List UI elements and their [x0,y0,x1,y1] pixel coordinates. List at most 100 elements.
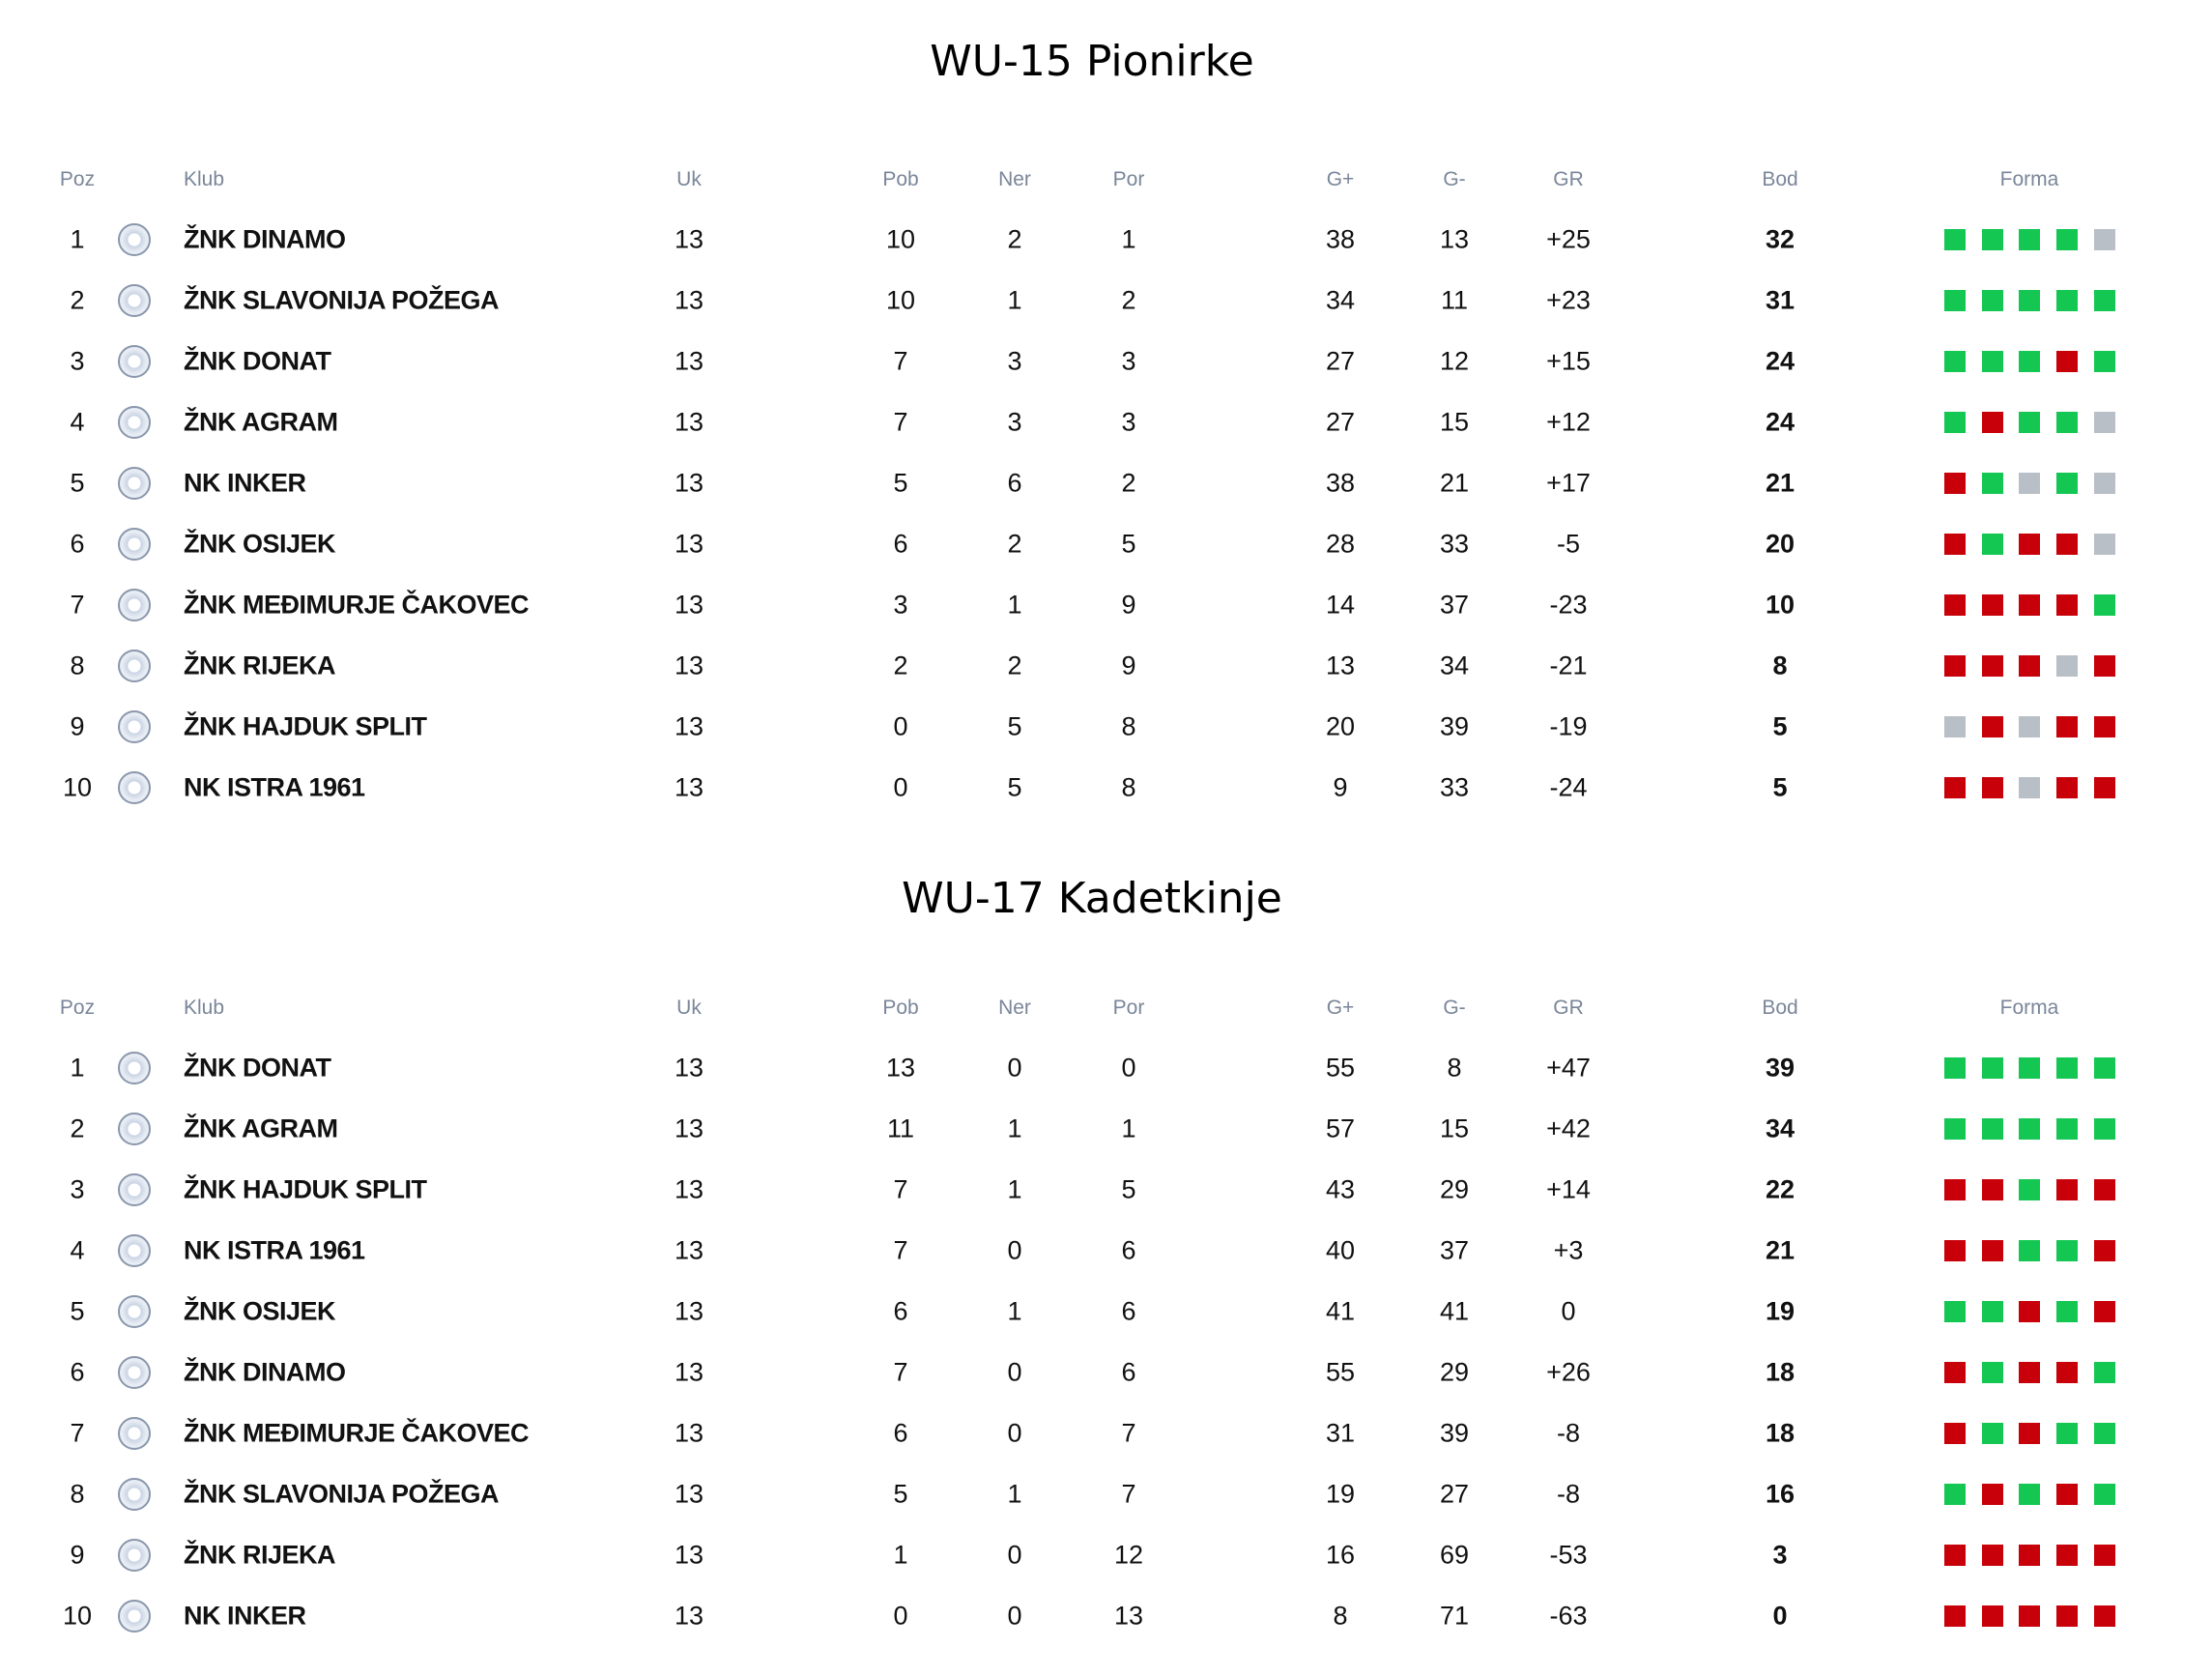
form-square [1981,412,2003,433]
column-header: Forma [1999,997,2059,1019]
club-logo [118,406,151,439]
form-square [2093,229,2115,250]
cell-gr: +17 [1546,468,1591,498]
form-square [1981,594,2003,616]
cell-gplus: 27 [1325,346,1356,376]
cell-pos: 2 [70,285,85,315]
form-square [1981,1605,2003,1627]
cell-gr: -19 [1549,711,1588,741]
form-square [1944,290,1966,311]
cell-gr: +23 [1546,285,1591,315]
cell-gminus: 15 [1439,407,1470,437]
form-square [2093,1545,2115,1566]
column-header: Klub [184,168,225,190]
cell-pob: 7 [893,1174,908,1204]
column-header: Pob [882,997,919,1019]
cell-pos: 1 [70,224,85,254]
club-name: NK INKER [184,468,306,498]
cell-por: 12 [1113,1540,1144,1570]
form-square [1981,534,2003,555]
form-square [2056,1605,2079,1627]
form-square [2056,534,2079,555]
cell-pos: 2 [70,1113,85,1143]
form-square [2056,1545,2079,1566]
form-square [2093,534,2115,555]
cell-gminus: 37 [1439,590,1470,620]
column-header: Forma [1999,168,2059,190]
cell-por: 2 [1121,285,1136,315]
cell-pob: 11 [886,1113,915,1143]
cell-por: 0 [1121,1053,1136,1083]
cell-gplus: 31 [1325,1418,1356,1448]
cell-gplus: 14 [1325,590,1356,620]
cell-pos: 10 [62,772,93,802]
form-square [2056,1057,2079,1079]
cell-gminus: 15 [1439,1113,1470,1143]
form-square [1944,655,1966,677]
cell-bod: 39 [1765,1053,1795,1083]
club-logo [118,589,151,622]
cell-bod: 34 [1765,1113,1795,1143]
cell-gr: +14 [1546,1174,1591,1204]
form-square [2093,1179,2115,1200]
cell-gplus: 38 [1325,224,1356,254]
cell-uk: 13 [674,1235,704,1265]
cell-gr: +12 [1546,407,1591,437]
club-logo [118,467,151,500]
form-square [1981,1057,2003,1079]
form-square [1981,1545,2003,1566]
form-square [2019,1484,2041,1505]
cell-bod: 19 [1765,1296,1795,1326]
cell-pob: 0 [893,1601,908,1631]
cell-por: 3 [1121,407,1136,437]
form-square [2019,1423,2041,1444]
club-logo [118,1295,151,1328]
column-header: Ner [998,997,1031,1019]
cell-pos: 6 [70,1357,85,1387]
form-square [1981,473,2003,494]
column-header: G+ [1326,997,1355,1019]
cell-gminus: 27 [1439,1479,1470,1509]
cell-gr: +25 [1546,224,1591,254]
cell-por: 1 [1121,1113,1136,1143]
cell-bod: 18 [1765,1357,1795,1387]
club-logo [118,528,151,561]
form-square [2056,1301,2079,1322]
form-square [1944,1545,1966,1566]
form-square [1944,412,1966,433]
form-square [2093,412,2115,433]
column-header: Por [1112,997,1145,1019]
club-name: ŽNK AGRAM [184,407,338,437]
cell-ner: 0 [1007,1053,1022,1083]
cell-gr: -5 [1556,529,1581,559]
cell-gplus: 27 [1325,407,1356,437]
column-header: Klub [184,997,225,1019]
column-header: Poz [59,997,96,1019]
cell-pos: 4 [70,407,85,437]
cell-ner: 3 [1007,346,1022,376]
cell-gplus: 8 [1333,1601,1348,1631]
form-square [2019,473,2041,494]
cell-ner: 3 [1007,407,1022,437]
form-square [2093,1484,2115,1505]
form-square [1944,1605,1966,1627]
cell-ner: 2 [1007,224,1022,254]
club-logo [118,1234,151,1267]
form-square [2019,1301,2041,1322]
cell-gminus: 13 [1439,224,1470,254]
form-square [2056,351,2079,372]
cell-pob: 2 [893,651,908,680]
cell-por: 5 [1121,1174,1136,1204]
cell-gr: 0 [1561,1296,1576,1326]
form-square [1944,1240,1966,1261]
cell-ner: 1 [1007,1113,1022,1143]
form-square [2019,1240,2041,1261]
cell-por: 6 [1121,1235,1136,1265]
cell-pos: 7 [70,590,85,620]
cell-por: 13 [1113,1601,1144,1631]
cell-gminus: 41 [1439,1296,1470,1326]
cell-gr: -8 [1556,1479,1581,1509]
cell-pos: 7 [70,1418,85,1448]
column-header: G+ [1326,168,1355,190]
